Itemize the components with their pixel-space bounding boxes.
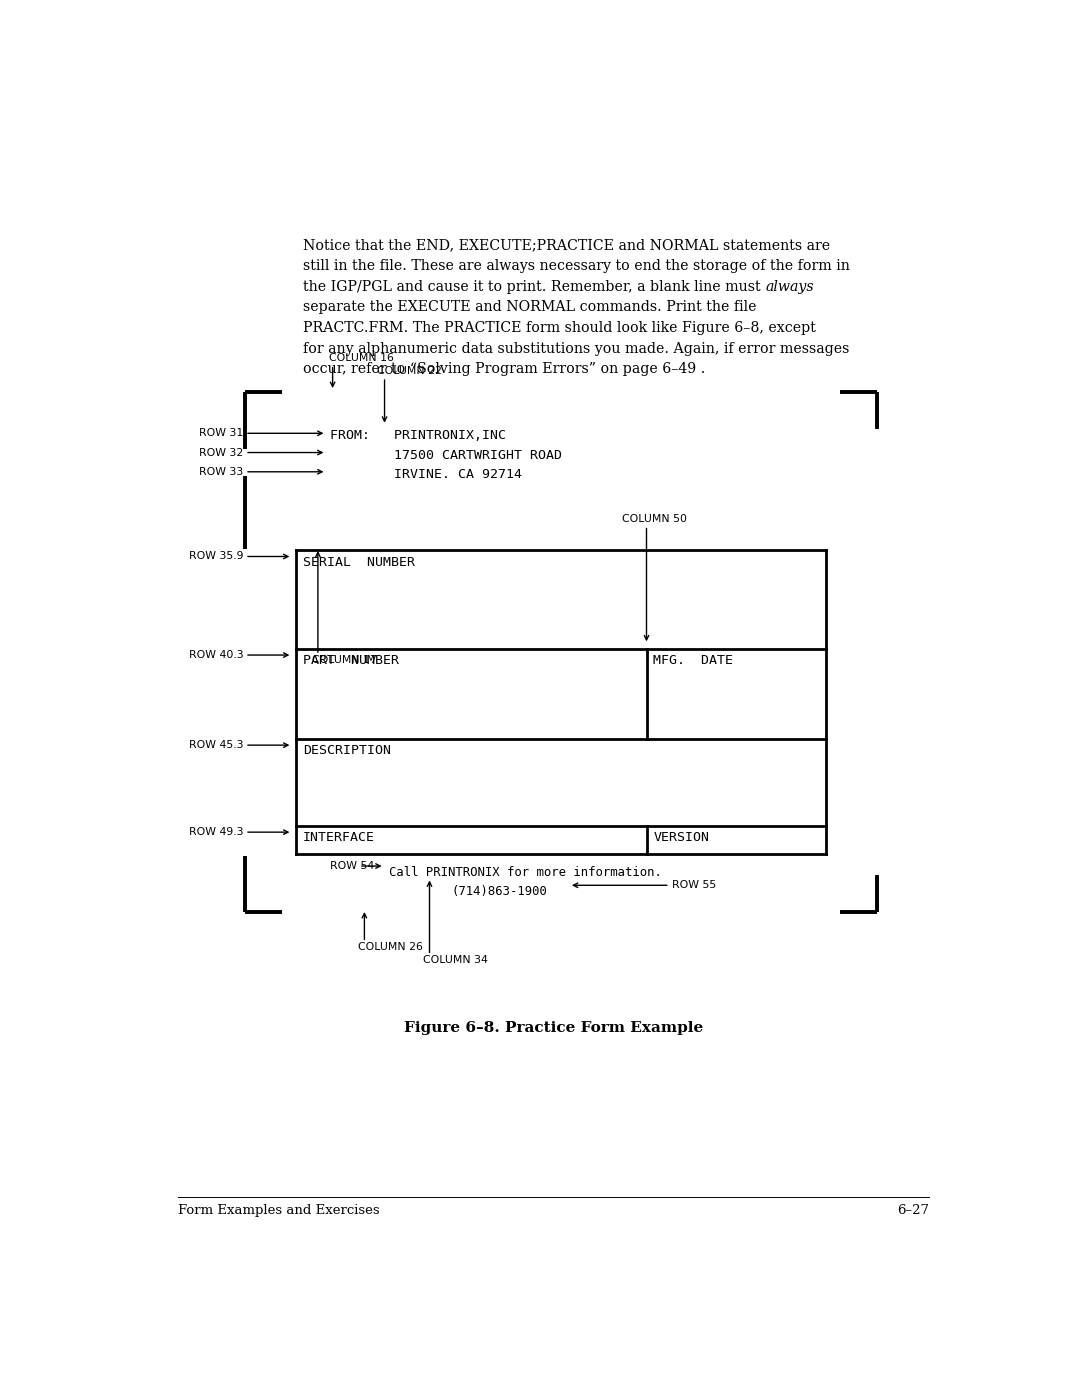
Text: (714)863-1900: (714)863-1900 bbox=[451, 886, 548, 898]
Text: still in the file. These are always necessary to end the storage of the form in: still in the file. These are always nece… bbox=[303, 258, 850, 274]
Text: the IGP/PGL and cause it to print. Remember, a blank line must: the IGP/PGL and cause it to print. Remem… bbox=[303, 279, 766, 293]
Text: COLUMN 22: COLUMN 22 bbox=[377, 366, 442, 376]
Text: PRACTC.FRM. The PRACTICE form should look like Figure 6–8, except: PRACTC.FRM. The PRACTICE form should loo… bbox=[303, 321, 816, 335]
Text: ROW 35.9: ROW 35.9 bbox=[189, 552, 243, 562]
Text: DESCRIPTION: DESCRIPTION bbox=[303, 745, 391, 757]
Text: Call PRINTRONIX for more information.: Call PRINTRONIX for more information. bbox=[389, 866, 662, 879]
Text: ROW 45.3: ROW 45.3 bbox=[189, 740, 243, 750]
Text: Figure 6–8. Practice Form Example: Figure 6–8. Practice Form Example bbox=[404, 1021, 703, 1035]
Text: PART  NUMBER: PART NUMBER bbox=[303, 654, 400, 668]
Text: Notice that the END, EXECUTE;PRACTICE and NORMAL statements are: Notice that the END, EXECUTE;PRACTICE an… bbox=[303, 239, 831, 253]
Text: occur, refer to “Solving Program Errors” on page 6–49 .: occur, refer to “Solving Program Errors”… bbox=[303, 362, 705, 376]
Text: COLUMN 26: COLUMN 26 bbox=[359, 942, 423, 953]
Text: COLUMN 50: COLUMN 50 bbox=[622, 514, 687, 524]
Text: ROW 49.3: ROW 49.3 bbox=[189, 827, 243, 837]
Text: FROM:   PRINTRONIX,INC: FROM: PRINTRONIX,INC bbox=[330, 429, 507, 443]
Text: IRVINE. CA 92714: IRVINE. CA 92714 bbox=[330, 468, 523, 481]
Text: INTERFACE: INTERFACE bbox=[303, 831, 375, 844]
Text: SERIAL  NUMBER: SERIAL NUMBER bbox=[303, 556, 415, 569]
Text: Form Examples and Exercises: Form Examples and Exercises bbox=[177, 1204, 379, 1218]
Text: ROW 31: ROW 31 bbox=[199, 429, 243, 439]
Text: COLUMN 34: COLUMN 34 bbox=[423, 956, 488, 965]
Text: MFG.  DATE: MFG. DATE bbox=[653, 654, 733, 668]
Text: COLUMN 17: COLUMN 17 bbox=[312, 655, 377, 665]
Text: always: always bbox=[766, 279, 814, 293]
Text: for any alphanumeric data substitutions you made. Again, if error messages: for any alphanumeric data substitutions … bbox=[303, 342, 850, 356]
Text: 6–27: 6–27 bbox=[897, 1204, 930, 1218]
Text: ROW 32: ROW 32 bbox=[199, 447, 243, 458]
Text: ROW 54: ROW 54 bbox=[330, 861, 375, 872]
Text: separate the EXECUTE and NORMAL commands. Print the file: separate the EXECUTE and NORMAL commands… bbox=[303, 300, 757, 314]
Text: VERSION: VERSION bbox=[653, 831, 710, 844]
Text: COLUMN 16: COLUMN 16 bbox=[328, 353, 393, 363]
Text: 17500 CARTWRIGHT ROAD: 17500 CARTWRIGHT ROAD bbox=[330, 448, 563, 461]
Text: ROW 40.3: ROW 40.3 bbox=[189, 650, 243, 659]
Text: ROW 33: ROW 33 bbox=[199, 467, 243, 476]
Text: ROW 55: ROW 55 bbox=[672, 880, 716, 890]
